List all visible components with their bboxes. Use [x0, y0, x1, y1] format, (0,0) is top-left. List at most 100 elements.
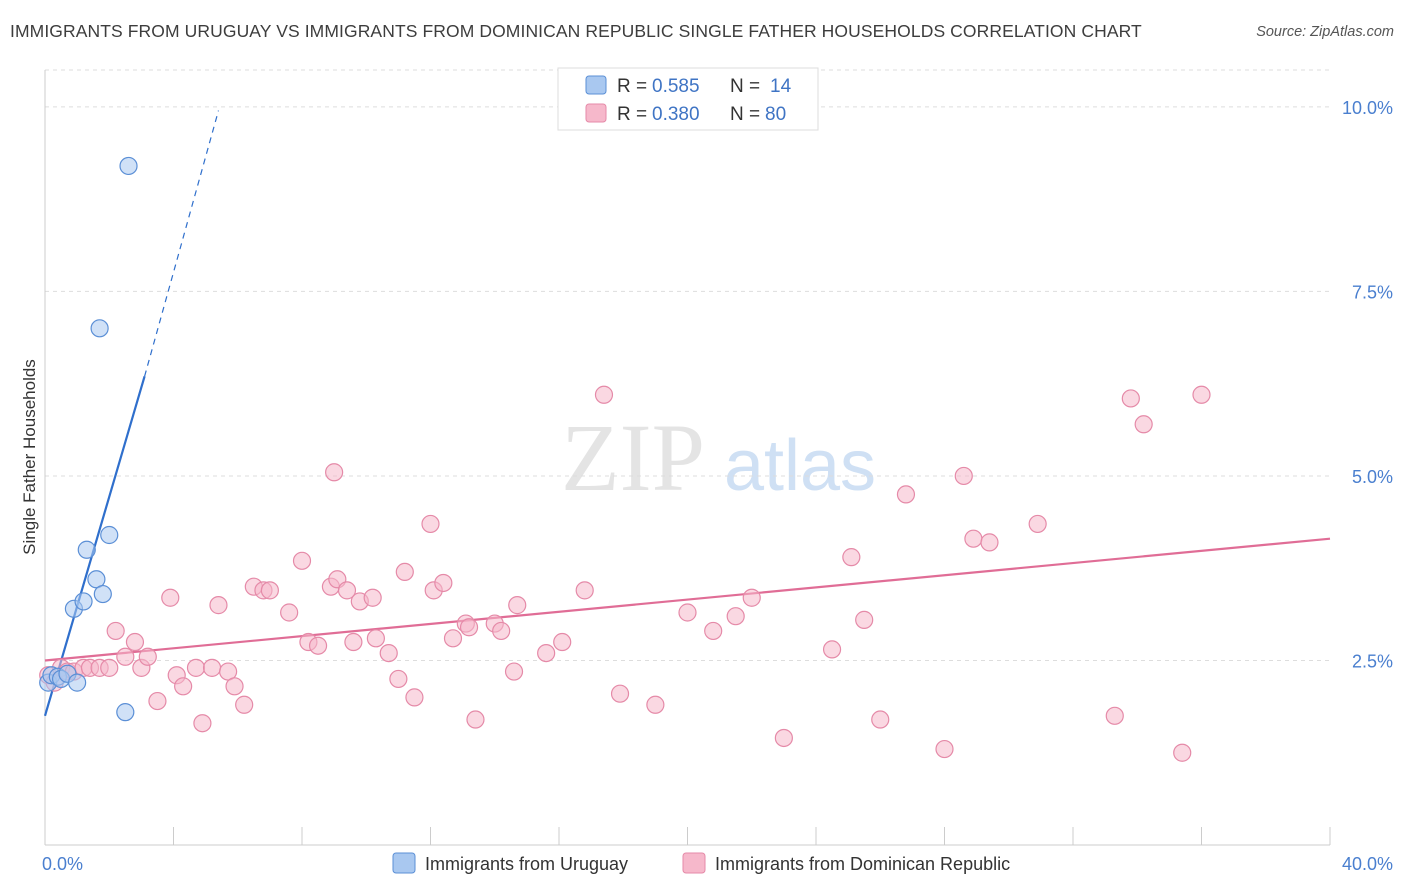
- point-dominican-republic: [896, 485, 916, 504]
- point-dominican-republic: [610, 684, 630, 703]
- source-label: Source: ZipAtlas.com: [1256, 24, 1394, 40]
- point-dominican-republic: [161, 588, 180, 607]
- legend-swatch-dr: [585, 103, 607, 123]
- point-dominican-republic: [389, 669, 408, 689]
- point-dominican-republic: [363, 588, 382, 607]
- legend-r-label-dr: R =: [617, 104, 647, 125]
- point-dominican-republic: [325, 463, 344, 482]
- y-tick-label: 5.0%: [1352, 467, 1393, 487]
- point-dominican-republic: [594, 385, 614, 404]
- point-dominican-republic: [704, 621, 723, 641]
- legend-n-value-dr: 80: [765, 104, 786, 125]
- x-tick-label: 40.0%: [1342, 854, 1393, 874]
- point-dominican-republic: [504, 662, 524, 681]
- point-dominican-republic: [726, 607, 745, 626]
- point-dominican-republic: [379, 643, 398, 663]
- point-dominican-republic: [1121, 389, 1140, 408]
- point-dominican-republic: [235, 695, 254, 714]
- point-dominican-republic: [405, 688, 424, 707]
- point-dominican-republic: [366, 629, 385, 648]
- point-dominican-republic: [260, 581, 279, 600]
- point-dominican-republic: [125, 632, 145, 652]
- point-uruguay: [68, 673, 87, 692]
- point-uruguay: [119, 156, 138, 176]
- x-tick-label: 0.0%: [42, 854, 83, 874]
- bottom-legend-swatch-dr: [682, 852, 706, 874]
- point-dominican-republic: [678, 603, 697, 622]
- point-dominican-republic: [280, 603, 299, 622]
- point-dominican-republic: [492, 621, 511, 641]
- point-dominican-republic: [434, 573, 453, 593]
- point-dominican-republic: [138, 647, 157, 666]
- point-dominican-republic: [100, 658, 119, 677]
- point-dominican-republic: [508, 596, 527, 615]
- top-legend: R = 0.585 N = 14 R = 0.380 N = 80: [557, 67, 819, 131]
- grid-lines: [45, 69, 1330, 661]
- watermark-zip: ZIP: [561, 404, 705, 511]
- point-dominican-republic: [935, 739, 954, 759]
- legend-n-value-uruguay: 14: [770, 76, 792, 97]
- point-dominican-republic: [148, 691, 167, 711]
- point-dominican-republic: [954, 466, 973, 486]
- y-tick-label: 2.5%: [1352, 651, 1393, 671]
- point-dominican-republic: [193, 714, 212, 733]
- point-dominican-republic: [774, 728, 793, 748]
- watermark-atlas: atlas: [724, 426, 876, 506]
- point-dominican-republic: [116, 647, 135, 666]
- point-dominican-republic: [443, 629, 463, 648]
- point-dominican-republic: [308, 636, 328, 655]
- point-dominican-republic: [292, 551, 312, 570]
- legend-n-label-uruguay: N =: [730, 76, 760, 97]
- point-dominican-republic: [575, 581, 594, 600]
- bottom-legend-swatch-uruguay: [392, 852, 416, 874]
- legend-r-label-uruguay: R =: [617, 76, 647, 97]
- point-dominican-republic: [395, 562, 414, 582]
- bottom-legend-label-dr: Immigrants from Dominican Republic: [715, 854, 1010, 874]
- point-dominican-republic: [855, 610, 874, 629]
- point-dominican-republic: [553, 632, 572, 652]
- data-points: [39, 156, 1211, 762]
- point-dominican-republic: [344, 632, 363, 652]
- point-uruguay: [77, 540, 96, 559]
- point-uruguay: [74, 592, 93, 611]
- point-dominican-republic: [225, 677, 244, 696]
- trend-line-uruguay-extension: [144, 110, 220, 377]
- point-dominican-republic: [202, 658, 222, 677]
- point-uruguay: [116, 703, 135, 722]
- point-dominican-republic: [1105, 706, 1124, 725]
- point-dominican-republic: [466, 710, 485, 729]
- point-dominican-republic: [871, 710, 890, 729]
- point-dominican-republic: [1173, 743, 1192, 762]
- point-dominican-republic: [742, 588, 761, 607]
- point-dominican-republic: [646, 695, 665, 714]
- point-dominican-republic: [106, 621, 125, 641]
- point-dominican-republic: [459, 618, 479, 637]
- point-uruguay: [93, 584, 112, 604]
- point-dominican-republic: [1134, 415, 1153, 434]
- point-uruguay: [90, 319, 109, 338]
- point-dominican-republic: [964, 529, 983, 548]
- trend-line-dominican-republic: [44, 537, 1331, 662]
- y-axis-title: Single Father Households: [20, 359, 39, 555]
- point-dominican-republic: [337, 581, 357, 600]
- y-tick-label: 10.0%: [1342, 98, 1393, 118]
- legend-n-label-dr: N =: [730, 104, 760, 125]
- bottom-legend-label-uruguay: Immigrants from Uruguay: [425, 854, 628, 874]
- legend-r-value-uruguay: 0.585: [652, 76, 700, 97]
- point-uruguay: [100, 525, 119, 545]
- point-dominican-republic: [209, 596, 228, 615]
- point-dominican-republic: [1028, 514, 1047, 534]
- tick-labels: 2.5% 5.0% 7.5% 10.0% 0.0% 40.0%: [42, 98, 1393, 874]
- legend-r-value-dr: 0.380: [652, 104, 700, 125]
- bottom-legend: Immigrants from Uruguay Immigrants from …: [392, 852, 1010, 874]
- point-dominican-republic: [842, 548, 861, 567]
- legend-swatch-uruguay: [585, 75, 607, 95]
- point-dominican-republic: [980, 533, 999, 552]
- point-dominican-republic: [174, 677, 193, 696]
- point-dominican-republic: [186, 658, 206, 677]
- point-dominican-republic: [1192, 385, 1211, 404]
- point-dominican-republic: [421, 514, 440, 534]
- point-dominican-republic: [822, 640, 842, 659]
- point-dominican-republic: [537, 643, 556, 663]
